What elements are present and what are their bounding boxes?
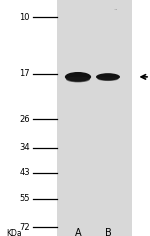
Ellipse shape — [66, 76, 90, 82]
Ellipse shape — [65, 72, 91, 82]
Text: 55: 55 — [20, 194, 30, 203]
Text: 10: 10 — [20, 13, 30, 22]
Text: 43: 43 — [19, 168, 30, 177]
Ellipse shape — [68, 73, 88, 77]
Text: 72: 72 — [19, 223, 30, 232]
Text: 34: 34 — [19, 143, 30, 152]
Text: 26: 26 — [19, 114, 30, 123]
Text: B: B — [105, 228, 111, 236]
Text: ··: ·· — [113, 7, 118, 13]
Text: KDa: KDa — [6, 229, 22, 236]
Ellipse shape — [100, 74, 116, 77]
Ellipse shape — [98, 77, 118, 81]
Text: 17: 17 — [19, 69, 30, 78]
Bar — [57, 0, 132, 236]
Ellipse shape — [96, 73, 120, 80]
Text: A: A — [75, 228, 81, 236]
